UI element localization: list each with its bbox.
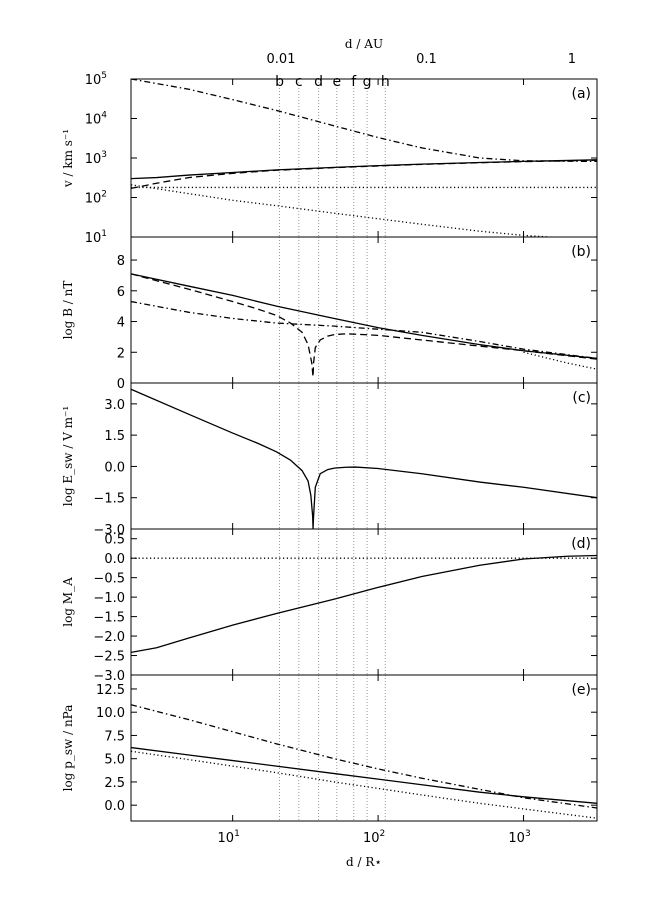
y-tick-label: 0.0: [104, 460, 125, 475]
panel-frame: [130, 236, 598, 384]
panel-a: 101 102 103 104 105 (a) v / km s⁻¹: [61, 71, 598, 246]
series-line-dotted: [131, 750, 597, 819]
y-tick-label: −1.5: [93, 611, 125, 626]
top-axis-tick-label: 0.1: [416, 52, 437, 67]
y-axis-label: log M_A: [61, 577, 75, 627]
y-tick-label: 0: [117, 377, 125, 392]
ref-line-label-f: f: [351, 74, 357, 90]
y-tick-label: −2.0: [93, 630, 125, 645]
y-tick-label: 6: [117, 285, 125, 300]
y-tick-label: −1.0: [93, 591, 125, 606]
top-axis-tick-label: 0.01: [267, 52, 296, 67]
panel-c: −3.0 −1.5 0.0 1.5 3.0 (c) log E_sw / V m⁻¹: [61, 382, 598, 538]
panel-frame: [130, 78, 598, 238]
series-line-solid: [131, 273, 597, 360]
ref-line-label-g: g: [363, 74, 372, 90]
y-tick-label: −3.0: [93, 523, 125, 538]
y-tick-label: 104: [85, 111, 108, 128]
series-line-dotted: [131, 184, 550, 237]
y-tick-label: 0.0: [104, 552, 125, 567]
y-tick-label: 7.5: [104, 729, 125, 744]
panel-label: (e): [571, 682, 591, 698]
y-tick-label: 8: [117, 254, 125, 269]
y-tick-label: 0.0: [104, 799, 125, 814]
series-line-dashed: [131, 159, 597, 190]
series-line-solid: [131, 746, 597, 804]
ref-line-label-d: d: [314, 74, 323, 90]
y-axis-label: log E_sw / V m⁻¹: [61, 406, 75, 506]
y-tick-label: −1.5: [93, 492, 125, 507]
y-axis-label: log p_sw / nPa: [61, 705, 75, 792]
y-tick-label: 102: [85, 190, 107, 207]
y-axis-label: log B / nT: [61, 281, 75, 340]
top-axis-tick-label: 1: [568, 52, 576, 67]
series-line-dashed: [131, 273, 597, 377]
series-line-solid: [131, 388, 597, 529]
series-line-dashdot: [131, 300, 597, 360]
series-line-dotted: [523, 351, 597, 370]
y-tick-label: 12.5: [96, 683, 125, 698]
panel-e: 0.0 2.5 5.0 7.5 10.0 12.5 (e) log p_sw / nPa: [61, 674, 598, 822]
y-tick-label: 4: [117, 316, 125, 331]
panel-b: 0 2 4 6 8 (b) log B / nT: [61, 236, 598, 392]
panel-frame: [130, 528, 598, 676]
panel-d: −3.0 −2.5 −2.0 −1.5 −1.0 −0.5 0.0 0.5 (d) log M_A: [61, 528, 598, 684]
x-tick-label: 102: [363, 829, 385, 846]
y-tick-label: 1.5: [104, 429, 125, 444]
y-tick-label: −0.5: [93, 572, 125, 587]
ref-line-label-b: b: [275, 74, 284, 90]
y-tick-label: 5.0: [104, 753, 125, 768]
series-line-solid: [131, 554, 597, 654]
y-tick-label: 10.0: [96, 706, 125, 721]
y-tick-label: 2: [117, 346, 125, 361]
y-axis-label: v / km s⁻¹: [61, 129, 75, 188]
panel-label: (b): [571, 244, 591, 260]
y-tick-label: 2.5: [104, 776, 125, 791]
y-tick-label: −3.0: [93, 669, 125, 684]
ref-line-label-h: h: [381, 74, 390, 90]
y-tick-label: 103: [85, 150, 107, 167]
ref-line-label-c: c: [295, 74, 303, 90]
y-tick-label: 0.5: [104, 533, 125, 548]
panel-label: (c): [572, 390, 591, 406]
panel-frame: [130, 382, 598, 530]
y-tick-label: 3.0: [104, 398, 125, 413]
series-line-dashdot: [131, 79, 597, 163]
panel-frame: [130, 674, 598, 822]
x-tick-label: 101: [218, 829, 240, 846]
ref-line-label-e: e: [332, 74, 341, 90]
top-axis-label: d / AU: [345, 37, 383, 51]
panel-label: (a): [571, 86, 591, 102]
series-line-dashdot: [131, 704, 597, 809]
y-tick-label: −2.5: [93, 650, 125, 665]
x-axis-label: d / R⋆: [346, 855, 382, 869]
x-tick-label: 103: [508, 829, 530, 846]
y-tick-label: 105: [85, 71, 107, 88]
panel-label: (d): [571, 536, 591, 552]
y-tick-label: 101: [85, 229, 107, 246]
